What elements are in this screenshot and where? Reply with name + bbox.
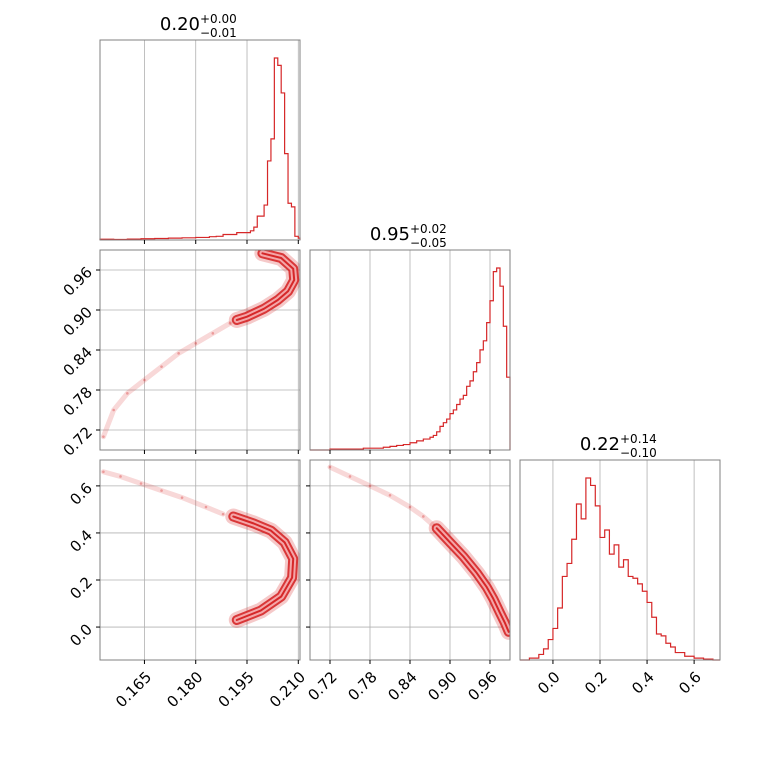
sample-point (388, 493, 392, 497)
x-tick-label: 0.195 (215, 668, 258, 711)
grid-lines (100, 250, 300, 450)
sample-point (221, 512, 225, 516)
sample-point (408, 505, 412, 509)
sample-tail (100, 320, 233, 440)
histogram-panel-3 (519, 459, 721, 664)
density-marks (100, 469, 300, 628)
x-tick-label: 0.2 (581, 668, 611, 698)
title-param-1-plus: +0.00 (200, 12, 237, 26)
histogram-panel-2 (309, 249, 511, 454)
density-contour-inner (435, 527, 510, 633)
density-contour-inner (235, 252, 296, 321)
sample-point (143, 378, 146, 382)
x-tick-label: 0.6 (675, 668, 705, 698)
y-tick-label: 0.90 (60, 303, 96, 339)
grid-lines (144, 40, 299, 240)
sample-point (160, 489, 163, 492)
x-tick-label: 0.180 (163, 668, 206, 711)
panel-frame (519, 459, 721, 661)
sample-point (112, 408, 115, 412)
y-tick-label: 0.84 (60, 343, 96, 379)
title-param-1: 0.20 (160, 14, 200, 35)
density-panel-3 (306, 459, 511, 664)
title-param-3: 0.22 (580, 434, 620, 455)
x-tick-label: 0.210 (266, 668, 309, 711)
sample-point (204, 505, 208, 509)
title-param-1-minus: −0.01 (200, 26, 237, 40)
title-param-2-minus: −0.05 (410, 236, 447, 250)
x-tick-label: 0.78 (344, 668, 380, 704)
panel-frame (99, 459, 301, 661)
sample-point (422, 515, 425, 518)
y-tick-label: 0.96 (60, 263, 96, 299)
histogram-step (99, 57, 301, 241)
sample-point (160, 365, 163, 368)
y-tick-label: 0.6 (66, 479, 96, 509)
x-tick-label: 0.4 (628, 668, 658, 698)
panel-frame (99, 39, 301, 241)
density-panel-2 (96, 459, 301, 664)
grid-lines (100, 460, 300, 660)
y-tick-label: 0.0 (66, 620, 96, 650)
sample-tail (100, 469, 226, 517)
sample-point (228, 322, 232, 325)
sample-point (119, 475, 122, 478)
grid-lines (552, 460, 695, 660)
y-tick-label: 0.2 (66, 573, 96, 603)
sample-point (102, 470, 105, 474)
x-tick-label: 0.90 (424, 668, 460, 704)
sample-point (211, 332, 215, 335)
sample-tail (327, 464, 440, 531)
density-panel-1 (96, 249, 301, 454)
x-tick-label: 0.0 (534, 668, 564, 698)
sample-point (177, 352, 180, 355)
grid-lines (329, 250, 491, 450)
sample-point (139, 482, 143, 485)
sample-point (180, 496, 184, 499)
sample-point (194, 342, 198, 345)
y-tick-label: 0.72 (60, 423, 96, 459)
y-tick-label: 0.78 (60, 383, 96, 419)
histogram-step (310, 267, 511, 451)
x-tick-label: 0.72 (304, 668, 340, 704)
x-tick-label: 0.165 (112, 668, 155, 711)
histogram-step (520, 477, 720, 661)
y-tick-label: 0.4 (66, 526, 96, 556)
title-param-2-plus: +0.02 (410, 222, 447, 236)
x-tick-label: 0.96 (464, 668, 500, 704)
sample-point (126, 392, 129, 395)
title-param-3-minus: −0.10 (620, 446, 657, 460)
x-tick-label: 0.84 (384, 668, 420, 704)
density-contour-inner (232, 515, 295, 621)
density-marks (327, 464, 510, 640)
sample-point (368, 484, 372, 488)
sample-point (348, 475, 352, 478)
histogram-panel-1 (99, 39, 301, 244)
sample-point (102, 435, 105, 438)
density-marks (100, 250, 300, 440)
grid-lines (310, 460, 510, 660)
title-param-2: 0.95 (370, 224, 410, 245)
sample-point (328, 465, 332, 469)
title-param-3-plus: +0.14 (620, 432, 657, 446)
